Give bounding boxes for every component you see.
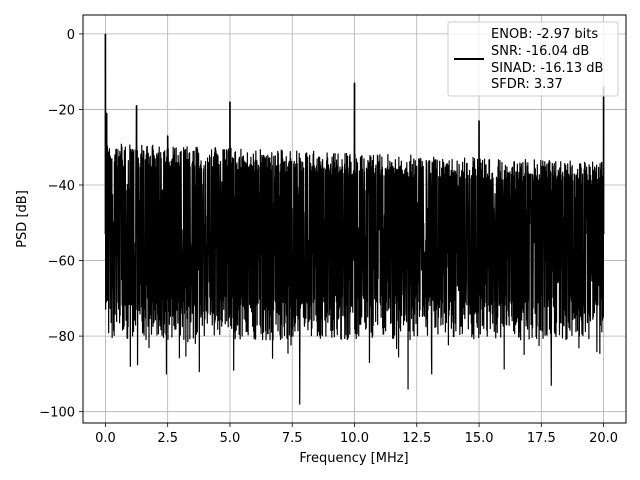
x-axis-title: Frequency [MHz]	[299, 451, 408, 466]
y-tick-label-1: −20	[48, 103, 75, 118]
y-tick-label-3: −60	[48, 255, 75, 270]
y-tick-label-5: −100	[39, 406, 75, 421]
x-tick-label-8: 20.0	[589, 431, 618, 446]
legend-sinad: SINAD: -16.13 dB	[491, 61, 603, 76]
y-tick-label-2: −40	[48, 179, 75, 194]
legend-snr: SNR: -16.04 dB	[491, 44, 589, 59]
y-axis-title: PSD [dB]	[15, 190, 30, 248]
x-tick-label-6: 15.0	[465, 431, 494, 446]
legend-sfdr: SFDR: 3.37	[491, 77, 563, 92]
x-tick-label-2: 5.0	[220, 431, 241, 446]
legend-frame	[447, 21, 619, 97]
x-tick-label-0: 0.0	[95, 431, 116, 446]
psd-series	[104, 33, 605, 405]
x-tick-label-1: 2.5	[157, 431, 178, 446]
legend: ENOB: -2.97 bits SNR: -16.04 dB SINAD: -…	[447, 21, 619, 97]
y-tick-label-4: −80	[48, 330, 75, 345]
axis-ticks: 0.0 2.5 5.0 7.5 10.0 12.5 15.0 17.5 20.0 0 −20 −40 −…	[39, 28, 618, 446]
legend-enob: ENOB: -2.97 bits	[491, 27, 598, 42]
x-tick-label-4: 10.0	[340, 431, 369, 446]
x-tick-label-5: 12.5	[402, 431, 431, 446]
y-tick-label-0: 0	[67, 28, 75, 43]
x-tick-label-3: 7.5	[282, 431, 303, 446]
x-tick-label-7: 17.5	[527, 431, 556, 446]
